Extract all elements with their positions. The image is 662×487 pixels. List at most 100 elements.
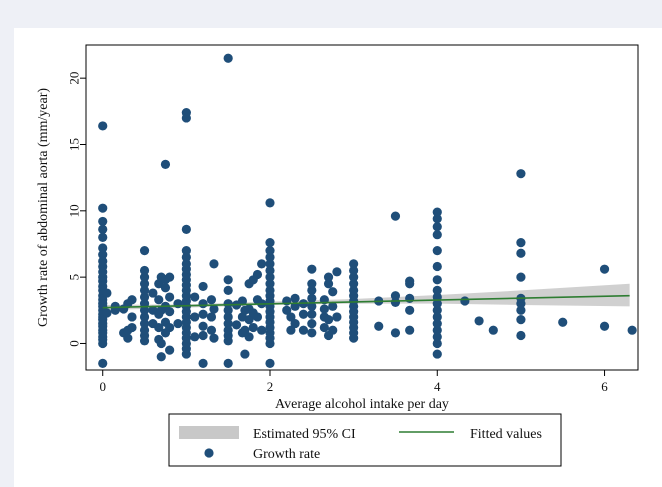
data-point [223,299,233,309]
data-point [265,246,275,256]
data-point [265,252,275,262]
legend-label-ci: Estimated 95% CI [253,427,356,442]
data-point [98,224,108,234]
data-point [298,309,309,319]
data-point [209,304,219,314]
legend: Estimated 95% CI Fitted values Growth ra… [168,413,562,467]
data-point [405,325,415,335]
data-point [390,328,401,338]
data-point [139,285,150,296]
data-point [307,264,317,274]
data-point [516,330,526,341]
data-point [265,238,275,248]
data-point [206,325,217,335]
data-point [240,349,250,359]
y-tick-label: 0 [67,340,82,347]
data-point [332,267,342,277]
data-point [265,265,275,276]
data-point [127,312,137,322]
legend-point-swatch [204,448,214,458]
data-point [98,203,108,213]
data-point [265,272,275,282]
data-point [432,285,442,296]
scatter-chart: 0 2 4 6 0 5 10 15 20 Average alcohol intake per… [36,44,639,467]
data-point [98,243,108,253]
data-point [328,301,338,311]
data-point [206,295,217,305]
data-point [223,275,233,285]
legend-label-fitted: Fitted values [470,427,542,442]
data-point [198,358,208,368]
chart-panel: 0 2 4 6 0 5 10 15 20 Average alcohol intake per… [14,28,662,487]
legend-ci-swatch [179,426,239,439]
data-point [231,320,242,330]
data-point [165,345,175,355]
legend-box [168,413,562,467]
data-point [139,312,150,322]
data-point [319,304,329,314]
data-point [349,259,359,269]
plot-area-frame [85,44,639,371]
data-point [405,276,415,286]
data-point [460,296,470,306]
data-point [265,358,275,368]
data-point [257,259,267,269]
data-point [223,285,233,296]
data-point [98,256,108,266]
data-point [181,246,191,256]
data-point [223,318,233,329]
data-point [98,232,108,242]
data-point [374,321,384,331]
data-point [139,325,150,335]
y-tick-label: 5 [67,274,82,281]
data-point [516,272,526,282]
data-point [432,275,442,285]
data-point [160,283,171,293]
data-point [290,318,300,329]
data-point [432,338,442,349]
y-tick-label: 15 [67,138,82,151]
data-point [198,330,208,341]
data-point [252,312,263,322]
data-point [98,121,108,131]
y-axis: 0 5 10 15 20 [67,72,86,347]
data-point [160,159,171,169]
data-point [223,358,233,368]
x-tick-label: 4 [434,379,441,394]
data-point [349,279,359,289]
data-point [328,325,338,335]
data-point [127,322,137,333]
data-point [332,312,342,322]
x-tick-label: 2 [267,379,274,394]
data-point [240,325,250,335]
data-point [323,314,334,325]
data-point [328,287,338,297]
data-point [558,317,568,327]
data-point [248,322,258,333]
data-point [139,265,150,276]
data-point [432,214,442,224]
data-point [390,211,401,221]
data-point [102,288,112,298]
data-point [516,314,526,325]
data-point [307,279,317,289]
data-point [165,292,175,302]
data-point [516,248,526,258]
data-point [390,291,401,301]
data-point [98,358,108,368]
data-point [432,222,442,232]
data-point [190,332,200,342]
data-point [265,279,275,289]
data-point [102,308,112,318]
data-point [516,169,526,179]
data-point [307,318,317,329]
data-point [488,325,498,335]
x-tick-label: 0 [99,379,106,394]
data-point [319,322,329,333]
data-point [432,246,442,256]
data-point [432,230,442,240]
data-point [156,338,166,349]
data-point [127,295,137,305]
data-point [190,292,200,302]
x-tick-label: 6 [601,379,608,394]
